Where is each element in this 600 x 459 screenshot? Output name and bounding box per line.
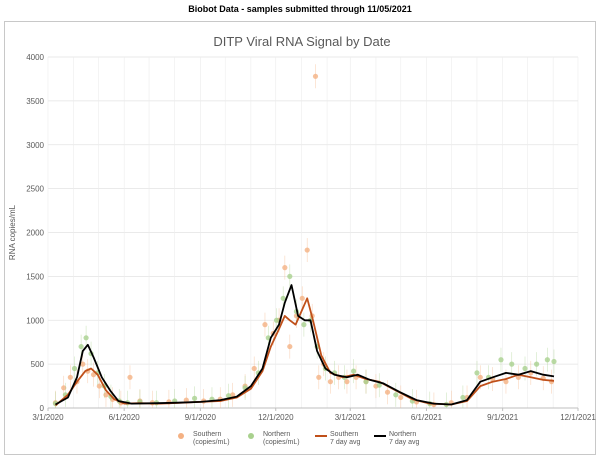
y-tick-label: 1000: [26, 316, 44, 325]
data-point: [251, 365, 257, 372]
chart-title: DITP Viral RNA Signal by Date: [213, 34, 390, 49]
legend-label-southern-avg-2: 7 day avg: [330, 439, 361, 446]
legend-label-northern-2: (copies/mL): [263, 439, 300, 446]
x-tick-label: 3/1/2021: [335, 413, 367, 422]
data-point: [384, 389, 391, 395]
data-point: [522, 365, 528, 372]
y-tick-label: 2000: [26, 229, 44, 238]
series-line-southern-avg: [54, 297, 555, 407]
data-point: [282, 265, 288, 271]
data-point: [191, 395, 198, 401]
data-point: [393, 392, 399, 398]
data-point: [103, 392, 109, 398]
y-tick-label: 500: [31, 360, 45, 369]
data-point: [350, 368, 357, 374]
legend: Southern (copies/mL) Northern (copies/mL…: [178, 431, 438, 455]
x-tick-label: 9/1/2021: [487, 413, 519, 422]
legend-label-northern-avg-1: Northern: [389, 431, 417, 438]
data-point: [533, 361, 540, 367]
data-point: [344, 379, 350, 385]
legend-marker-southern-avg: [315, 435, 327, 437]
data-point: [230, 392, 236, 398]
y-tick-label: 2500: [26, 185, 44, 194]
data-point: [90, 372, 97, 378]
data-point: [503, 379, 509, 385]
x-tick-label: 6/1/2020: [109, 413, 141, 422]
data-point: [304, 247, 310, 253]
data-point: [474, 370, 480, 376]
data-point: [225, 393, 232, 399]
data-point: [127, 374, 133, 380]
data-point: [67, 374, 73, 380]
data-point: [78, 343, 84, 350]
data-point: [80, 361, 86, 367]
data-point: [509, 361, 515, 367]
data-point: [299, 295, 305, 301]
data-point: [61, 385, 67, 391]
data-point: [183, 397, 189, 403]
x-tick-label: 12/1/2020: [258, 413, 294, 422]
data-point: [376, 382, 382, 388]
data-point: [551, 358, 557, 365]
data-point: [71, 365, 78, 372]
data-point: [498, 357, 504, 363]
data-point: [287, 343, 293, 350]
series-layer: [52, 64, 557, 408]
x-tick-label: 9/1/2020: [185, 413, 217, 422]
legend-label-northern-1: Northern: [263, 431, 291, 438]
series-southern: [52, 64, 555, 408]
data-point: [398, 394, 404, 401]
data-point: [301, 322, 307, 328]
data-point: [460, 394, 466, 401]
legend-label-southern-avg-1: Southern: [330, 431, 359, 438]
legend-marker-southern: [178, 433, 184, 439]
y-axis-label: RNA copies/mL: [8, 204, 17, 260]
data-point: [273, 317, 280, 323]
data-point: [280, 295, 286, 301]
y-axis-ticks: 0 500 1000 1500 2000 2500 3000 3500 4000: [26, 53, 44, 413]
legend-marker-northern-avg: [374, 435, 386, 437]
series-line-northern-avg: [55, 284, 555, 406]
data-point: [544, 357, 550, 363]
y-tick-label: 1500: [26, 272, 44, 281]
data-point: [96, 383, 102, 389]
x-axis-ticks: 3/1/2020 6/1/2020 9/1/2020 12/1/2020 3/1/202…: [32, 408, 596, 422]
x-tick-label: 3/1/2020: [32, 413, 64, 422]
data-point: [327, 379, 333, 385]
chart-frame: [4, 21, 596, 455]
data-point: [477, 374, 483, 380]
legend-label-northern-avg-2: 7 day avg: [389, 439, 420, 446]
y-tick-label: 3500: [26, 97, 44, 106]
data-point: [83, 335, 89, 341]
legend-marker-northern: [248, 433, 254, 439]
y-tick-label: 3000: [26, 141, 44, 150]
data-point: [363, 379, 369, 385]
page-header: Biobot Data - samples submitted through …: [188, 4, 412, 14]
y-tick-label: 0: [40, 404, 45, 413]
data-point: [262, 322, 268, 328]
data-point: [312, 73, 319, 79]
grid: [47, 56, 579, 409]
y-tick-label: 4000: [26, 53, 44, 62]
legend-label-southern-2: (copies/mL): [193, 439, 230, 446]
x-tick-label: 12/1/2021: [560, 413, 596, 422]
data-point: [287, 273, 293, 279]
legend-label-southern-1: Southern: [193, 431, 222, 438]
data-point: [316, 374, 322, 380]
x-tick-label: 6/1/2021: [411, 413, 443, 422]
